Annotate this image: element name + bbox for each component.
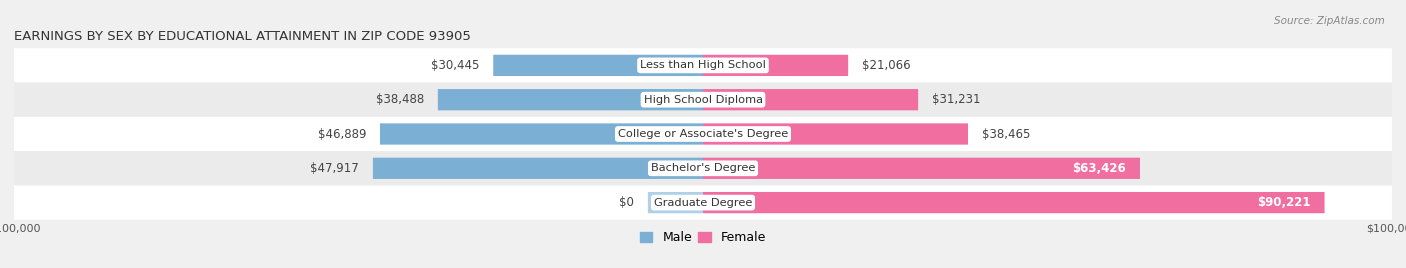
Text: Source: ZipAtlas.com: Source: ZipAtlas.com — [1274, 16, 1385, 26]
Text: $63,426: $63,426 — [1073, 162, 1126, 175]
FancyBboxPatch shape — [648, 192, 703, 213]
FancyBboxPatch shape — [703, 123, 967, 145]
Text: $38,465: $38,465 — [981, 128, 1031, 140]
Text: $0: $0 — [619, 196, 634, 209]
Text: High School Diploma: High School Diploma — [644, 95, 762, 105]
FancyBboxPatch shape — [703, 89, 918, 110]
FancyBboxPatch shape — [14, 185, 1392, 220]
Text: Bachelor's Degree: Bachelor's Degree — [651, 163, 755, 173]
FancyBboxPatch shape — [703, 192, 1324, 213]
Text: $31,231: $31,231 — [932, 93, 980, 106]
FancyBboxPatch shape — [373, 158, 703, 179]
FancyBboxPatch shape — [14, 48, 1392, 83]
Text: EARNINGS BY SEX BY EDUCATIONAL ATTAINMENT IN ZIP CODE 93905: EARNINGS BY SEX BY EDUCATIONAL ATTAINMEN… — [14, 30, 471, 43]
Text: $21,066: $21,066 — [862, 59, 911, 72]
FancyBboxPatch shape — [14, 151, 1392, 185]
Text: College or Associate's Degree: College or Associate's Degree — [617, 129, 789, 139]
Text: Less than High School: Less than High School — [640, 60, 766, 70]
Text: $47,917: $47,917 — [311, 162, 359, 175]
FancyBboxPatch shape — [14, 117, 1392, 151]
FancyBboxPatch shape — [703, 158, 1140, 179]
FancyBboxPatch shape — [437, 89, 703, 110]
Legend: Male, Female: Male, Female — [640, 231, 766, 244]
Text: $38,488: $38,488 — [375, 93, 425, 106]
Text: $30,445: $30,445 — [432, 59, 479, 72]
FancyBboxPatch shape — [703, 55, 848, 76]
Text: $46,889: $46,889 — [318, 128, 366, 140]
FancyBboxPatch shape — [494, 55, 703, 76]
Text: $90,221: $90,221 — [1257, 196, 1310, 209]
Text: Graduate Degree: Graduate Degree — [654, 198, 752, 208]
FancyBboxPatch shape — [14, 83, 1392, 117]
FancyBboxPatch shape — [380, 123, 703, 145]
